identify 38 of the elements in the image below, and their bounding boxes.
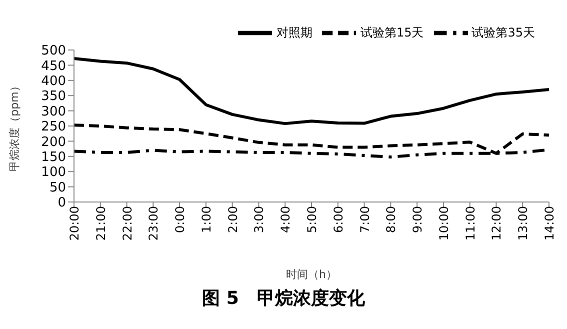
x-tick-label: 2:00 xyxy=(226,206,240,233)
y-tick-label: 200 xyxy=(41,134,66,150)
x-tick-label: 20:00 xyxy=(68,206,82,241)
legend-label: 试验第35天 xyxy=(472,25,535,40)
x-tick-label: 22:00 xyxy=(120,206,134,241)
y-tick-label: 100 xyxy=(41,165,66,180)
y-tick-label: 300 xyxy=(41,104,66,120)
y-tick-label: 150 xyxy=(41,150,66,166)
x-tick-label: 13:00 xyxy=(516,206,530,241)
y-tick-label: 450 xyxy=(41,58,66,74)
x-tick-label: 23:00 xyxy=(146,206,161,241)
x-tick-label: 1:00 xyxy=(199,206,214,233)
x-tick-label: 14:00 xyxy=(542,206,557,241)
x-tick-label: 3:00 xyxy=(252,206,266,233)
y-tick-label: 0 xyxy=(58,196,66,211)
legend-label: 试验第15天 xyxy=(360,25,424,40)
y-tick-label: 50 xyxy=(49,180,66,196)
x-tick-label: 7:00 xyxy=(358,206,372,233)
x-tick-label: 21:00 xyxy=(94,206,108,241)
y-tick-label: 350 xyxy=(41,89,66,104)
text: 图 5 甲烷浓度变化 xyxy=(201,287,366,310)
x-tick-label: 12:00 xyxy=(490,206,504,241)
y-tick-label: 250 xyxy=(41,120,66,135)
x-tick-label: 6:00 xyxy=(331,206,346,233)
legend-label: 对照期 xyxy=(276,25,312,40)
line-series xyxy=(72,124,550,155)
x-tick-label: 10:00 xyxy=(436,206,451,241)
y-tick-label: 500 xyxy=(41,44,66,59)
x-axis-title: 时间（h） xyxy=(286,268,337,281)
y-tick-label: 400 xyxy=(41,74,66,90)
x-tick-label: 5:00 xyxy=(305,206,320,233)
x-tick-label: 8:00 xyxy=(384,206,398,233)
x-tick-label: 11:00 xyxy=(463,206,478,241)
x-tick-label: 0:00 xyxy=(173,206,188,233)
x-tick-label: 4:00 xyxy=(278,206,293,233)
y-axis-title: 甲烷浓度（ppm） xyxy=(8,80,21,172)
x-tick-label: 9:00 xyxy=(410,206,425,233)
line-series xyxy=(72,57,550,126)
